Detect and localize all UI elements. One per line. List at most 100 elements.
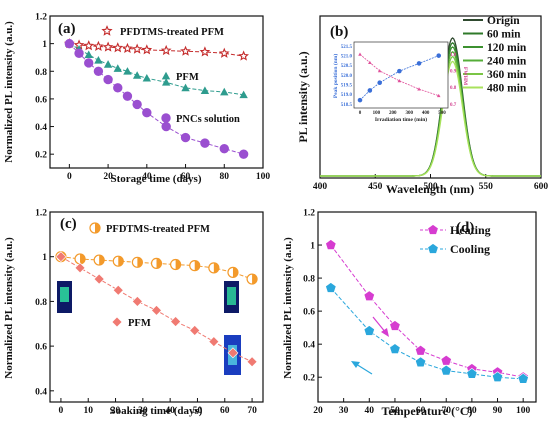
inset-ytick-right-0: 0.7 <box>450 103 457 108</box>
panel-c-series-1-point-6 <box>170 316 182 327</box>
panel-a-series-2-point-7 <box>132 99 142 110</box>
panel-b-legend-label-4: 360 min <box>487 69 527 81</box>
panel-d-series-1-point-2 <box>389 343 401 354</box>
panel-c-plot-frame <box>49 211 264 403</box>
panel-a-ytick-label-1: 0.4 <box>35 123 47 133</box>
panel-c-series-0-point-1-fill <box>80 253 86 264</box>
panel-a-xtick-label-3: 60 <box>181 172 191 182</box>
panel-b-legend-label-0: Origin <box>487 15 520 27</box>
inset-series-0-point-2 <box>377 80 382 86</box>
panel-c-ytick-label-2: 0.8 <box>35 298 47 308</box>
panel-b-xtick-label-0: 400 <box>313 182 328 192</box>
panel-a-series-2-point-6 <box>122 91 133 101</box>
panel-a-legend-pncs: PNCs solution <box>176 114 240 125</box>
panel-d-series-1-point-0 <box>325 282 337 293</box>
panel-d-ytick-label-0: 0.2 <box>303 374 315 384</box>
panel-d-plot-frame <box>317 211 537 403</box>
panel-a-ytick-label-4: 1 <box>42 40 47 50</box>
panel-a-series-0-point-6 <box>122 42 133 54</box>
panel-d-series-1-point-4 <box>440 364 452 376</box>
panel-d-label: (d) <box>456 220 474 236</box>
panel-c-series-0-point-7-fill <box>194 260 200 271</box>
panel-d-xtick-label-1: 30 <box>339 406 349 416</box>
panel-c-ytick-label-4: 1.2 <box>35 209 47 219</box>
panel-c-series-0-point-3-fill <box>118 256 124 267</box>
panel-c-series-1-point-3 <box>112 284 124 296</box>
panel-c-series-0-point-9 <box>227 266 239 278</box>
panel-a-xtick-label-0: 0 <box>67 172 72 182</box>
panel-a-label: (a) <box>58 21 76 37</box>
panel-c-series-1-point-7 <box>189 325 201 336</box>
inset-series-0-point-5 <box>436 53 442 58</box>
panel-c-xtick-label-1: 10 <box>83 406 93 416</box>
panel-a-series-1-point-9 <box>161 78 171 86</box>
inset-series-1-line <box>359 53 439 97</box>
panel-d-series-1-point-1 <box>363 325 375 336</box>
panel-c-series-0-point-6-fill <box>175 259 181 270</box>
panel-d-series-1-point-5 <box>466 368 478 379</box>
panel-c-xtick-label-4: 40 <box>165 406 175 416</box>
cooling-arrow-head <box>351 361 360 368</box>
panel-a-series-2-point-10 <box>180 132 191 143</box>
inset-ytick-left-1: 519.0 <box>341 93 353 98</box>
panel-c-series-0-line <box>60 256 253 280</box>
panel-b-y-axis-label: PL intensity (a.u.) <box>296 51 310 142</box>
inset-ytick-right-1: 0.8 <box>450 86 457 91</box>
panel-a-series-2-point-1 <box>74 48 84 59</box>
panel-c-y-axis-label: Normalized PL intensity (a.u.) <box>3 237 15 379</box>
panel-a-series-1-point-11 <box>200 86 210 94</box>
panel-a-series-2-point-4 <box>103 74 113 85</box>
panel-b-legend-label-3: 240 min <box>487 56 527 68</box>
panel-c-xtick-label-3: 30 <box>138 406 148 416</box>
panel-c-series-0-point-3 <box>112 255 124 267</box>
panel-a-series-0-point-7 <box>131 43 143 54</box>
panel-a-series-1-point-10 <box>181 83 190 92</box>
panel-d-xtick-label-2: 40 <box>365 406 375 416</box>
panel-a-series-1-point-12 <box>220 87 229 96</box>
inset-series-0-point-0 <box>357 97 363 103</box>
inset-x-label: Irradiation time (min) <box>375 116 427 123</box>
inset-xtick-label-1: 100 <box>373 111 381 116</box>
inset-series-1-point-4 <box>417 87 421 91</box>
inset-xtick-label-2: 200 <box>389 111 397 116</box>
panel-d-series-0-point-3 <box>415 344 427 356</box>
panel-a-series-0-point-8 <box>141 44 153 55</box>
panel-a-series-1-point-6 <box>123 67 132 75</box>
panel-a-series-0-point-9 <box>160 44 172 56</box>
panel-c-series-0-point-10-fill <box>252 274 258 285</box>
inset-series-1-point-5 <box>436 93 441 98</box>
panel-c-series-0-point-4 <box>131 256 143 268</box>
inset-ytick-left-2: 519.5 <box>341 83 353 88</box>
inset-series-0-line <box>359 55 439 101</box>
panel-a-series-2-point-13 <box>238 149 249 159</box>
panel-a-ytick-label-5: 1.2 <box>35 13 47 23</box>
panel-b-label: (b) <box>330 24 348 40</box>
panel-c-series-1-point-9 <box>227 347 239 359</box>
panel-d-legend-label-1: Cooling <box>450 242 490 256</box>
panel-c-series-1-point-0 <box>55 251 67 263</box>
panel-c-series-1-point-5 <box>151 304 162 316</box>
inset-ytick-left-5: 521.0 <box>341 54 353 59</box>
panel-a-y-axis-label: Normalized PL intensity (a.u.) <box>3 21 15 163</box>
inset-series-0-point-3 <box>397 68 402 74</box>
panel-d: 0.2 0.4 0.6 0.8 1 1.2 20 30 40 50 60 70 80 90 100 (d)… <box>282 209 537 418</box>
panel-b-inset: 0 100 200 300 400 500 518.5 519.0 519.5 520.0 520.… <box>332 41 468 123</box>
panel-b-xtick-label-3: 550 <box>479 182 494 192</box>
inset-series-1-point-1 <box>368 60 372 65</box>
panel-c-series-1-point-2 <box>93 273 105 285</box>
inset-series-0-point-1 <box>367 88 373 93</box>
panel-a-legend-marker-0 <box>101 25 113 36</box>
panel-c-series-1-point-4 <box>131 295 143 307</box>
panel-c-xtick-label-2: 20 <box>111 406 121 416</box>
panel-a-series-1-point-7 <box>132 71 142 79</box>
photo-pfm-day0-glow <box>60 287 69 302</box>
panel-c-series-0-point-5 <box>150 257 163 270</box>
photo-pfdtms-day70-glow <box>227 287 236 305</box>
panel-c-series-0-point-8 <box>208 262 220 274</box>
panel-a-series-0-point-5 <box>112 42 124 53</box>
inset-y-right-label: FWHM <box>462 67 468 86</box>
panel-c-label: (c) <box>60 216 77 232</box>
panel-c-legend-pfm: PFM <box>128 318 151 329</box>
